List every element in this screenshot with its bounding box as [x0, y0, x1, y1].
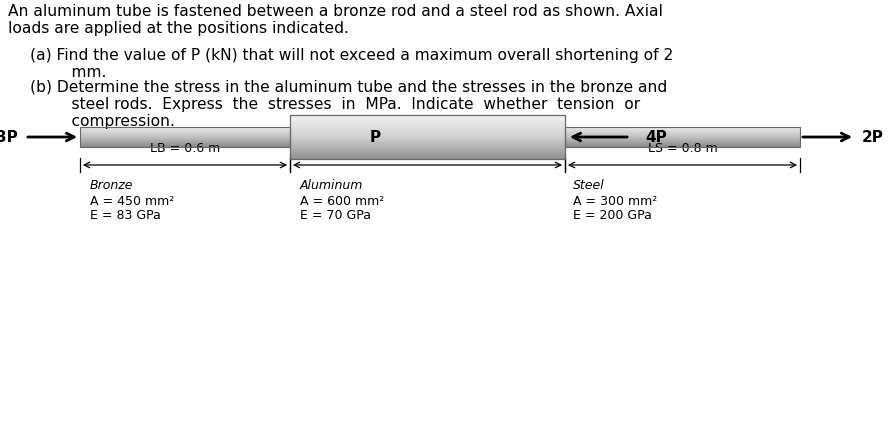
Bar [565, 127, 800, 147]
Text: Steel: Steel [573, 179, 605, 192]
Text: LB = 0.6 m: LB = 0.6 m [150, 142, 220, 155]
Text: A = 300 mm²: A = 300 mm² [573, 195, 657, 208]
Text: A = 450 mm²: A = 450 mm² [90, 195, 174, 208]
Text: 3P: 3P [0, 129, 18, 145]
Text: Bronze: Bronze [90, 179, 133, 192]
Text: loads are applied at the positions indicated.: loads are applied at the positions indic… [8, 21, 349, 36]
Text: (b) Determine the stress in the aluminum tube and the stresses in the bronze and: (b) Determine the stress in the aluminum… [30, 80, 667, 95]
Text: E = 70 GPa: E = 70 GPa [300, 209, 371, 222]
Text: 4P: 4P [645, 129, 667, 145]
Text: E = 200 GPa: E = 200 GPa [573, 209, 652, 222]
Text: (a) Find the value of P (kN) that will not exceed a maximum overall shortening o: (a) Find the value of P (kN) that will n… [30, 48, 673, 63]
Bar [80, 127, 290, 147]
Text: steel rods.  Express  the  stresses  in  MPa.  Indicate  whether  tension  or: steel rods. Express the stresses in MPa.… [52, 97, 640, 112]
Text: P: P [370, 129, 381, 145]
Text: An aluminum tube is fastened between a bronze rod and a steel rod as shown. Axia: An aluminum tube is fastened between a b… [8, 4, 662, 19]
Text: LS = 0.8 m: LS = 0.8 m [647, 142, 718, 155]
Text: compression.: compression. [52, 114, 175, 129]
Text: A = 600 mm²: A = 600 mm² [300, 195, 385, 208]
Bar [290, 115, 565, 159]
Text: Aluminum: Aluminum [300, 179, 363, 192]
Text: E = 83 GPa: E = 83 GPa [90, 209, 161, 222]
Text: 2P: 2P [862, 129, 884, 145]
Text: mm.: mm. [52, 65, 107, 80]
Text: LA = 1.0 m: LA = 1.0 m [392, 142, 463, 155]
